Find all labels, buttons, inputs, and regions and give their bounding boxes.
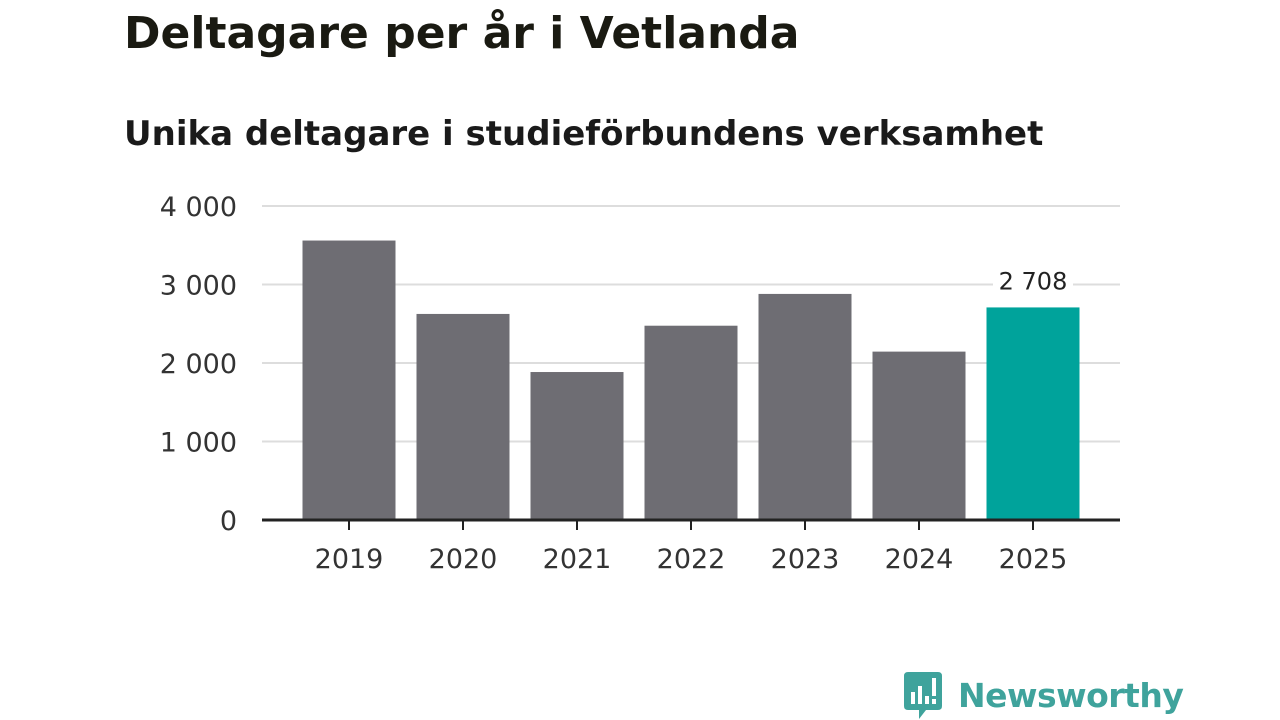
- bar-2022: [644, 325, 738, 520]
- newsworthy-chart-bubble-icon: [904, 672, 942, 719]
- x-tick-label: 2022: [657, 544, 726, 575]
- y-tick-label: 1 000: [160, 428, 237, 459]
- x-tick-label: 2025: [999, 544, 1068, 575]
- bar-2024: [872, 351, 966, 520]
- data-labels: 2 708: [993, 265, 1073, 295]
- bar-2020: [416, 313, 510, 520]
- x-tick-label: 2020: [429, 544, 498, 575]
- y-tick-label: 0: [220, 506, 237, 537]
- bars: [302, 240, 1080, 521]
- x-tick-label: 2023: [771, 544, 840, 575]
- y-axis-ticks: 0 1 000 2 000 3 000 4 000: [160, 192, 237, 537]
- y-tick-label: 2 000: [160, 349, 237, 380]
- x-axis-ticks: 2019 2020 2021 2022 2023 2024 2025: [262, 518, 1120, 575]
- chart-subtitle: Unika deltagare i studieförbundens verks…: [124, 114, 1044, 154]
- bar-2021: [530, 372, 624, 520]
- newsworthy-logo: Newsworthy: [902, 670, 1184, 720]
- chart-title: Deltagare per år i Vetlanda: [124, 8, 800, 59]
- logo-text: Newsworthy: [958, 675, 1184, 715]
- data-label-background: [993, 265, 1073, 294]
- x-tick-label: 2019: [315, 544, 384, 575]
- y-tick-label: 4 000: [160, 192, 237, 223]
- bar-2019: [302, 240, 396, 521]
- x-tick-label: 2021: [543, 544, 612, 575]
- data-label: 2 708: [999, 267, 1068, 295]
- x-tick-label: 2024: [885, 544, 954, 575]
- y-tick-label: 3 000: [160, 271, 237, 302]
- bar-2023: [758, 293, 852, 520]
- bar-2025: [986, 307, 1080, 520]
